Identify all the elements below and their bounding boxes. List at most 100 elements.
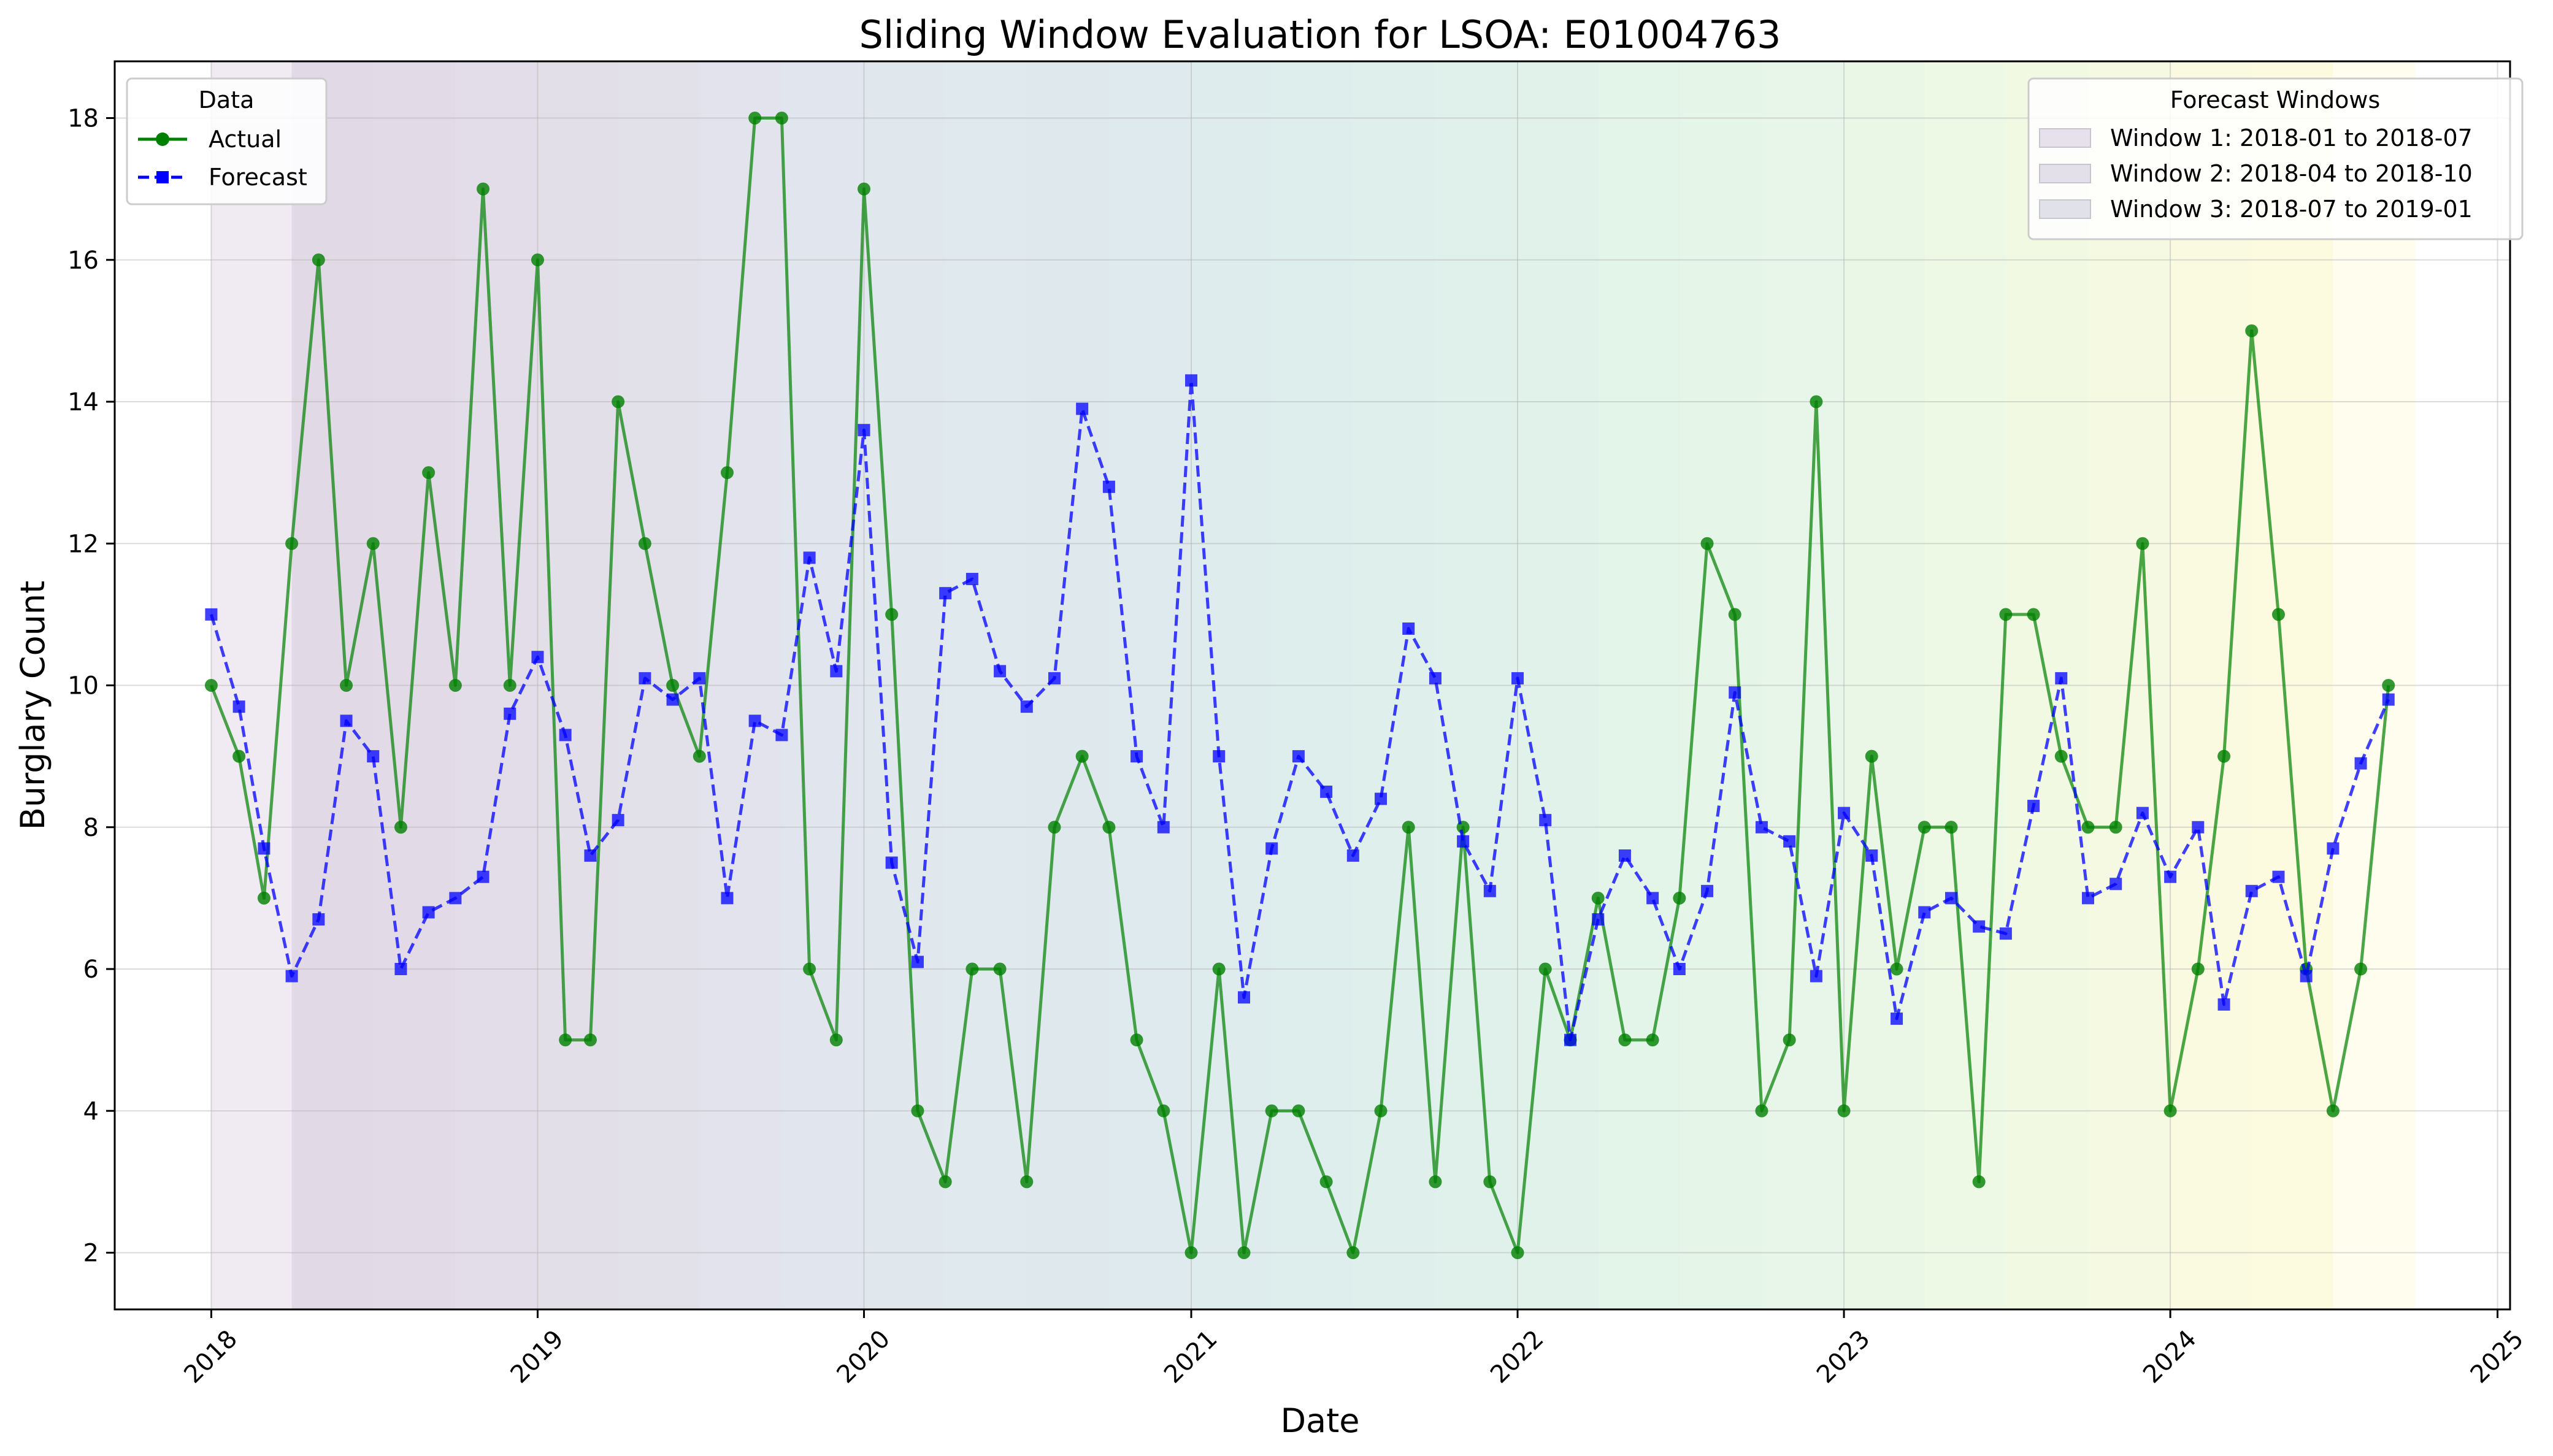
series-layer [204,112,2395,1259]
actual-point [1618,1033,1632,1047]
actual-point [693,749,706,763]
actual-point [2326,1104,2340,1117]
actual-point [285,537,299,550]
forecast-point [939,587,952,600]
forecast-point [1402,623,1415,635]
actual-point [1075,749,1089,763]
actual-point [2136,537,2149,550]
legend-window-3: Window 3: 2018-07 to 2019-01 [2039,196,2473,223]
forecast-point [639,672,651,684]
legend-actual-label: Actual [209,126,282,153]
forecast-window-band [2170,61,2333,1309]
actual-point [2027,608,2040,621]
forecast-point [1048,672,1061,684]
forecast-point [1891,1012,1903,1025]
actual-point [2217,749,2231,763]
forecast-point [693,672,706,684]
legend-forecast-windows: Forecast Windows Window 1: 2018-01 to 20… [2027,77,2524,240]
forecast-point [477,870,489,883]
actual-point [477,182,490,196]
forecast-point [721,892,734,905]
actual-point [531,253,544,267]
legend-window-1-label: Window 1: 2018-01 to 2018-07 [2110,125,2473,151]
forecast-point [1320,785,1333,798]
actual-point [2382,679,2395,692]
actual-point [583,1033,597,1047]
forecast-point [2081,892,2094,905]
forecast-point [1673,963,1686,975]
legend-windows-title: Forecast Windows [2170,86,2381,113]
forecast-point [1564,1033,1577,1046]
actual-point [720,466,734,480]
forecast-window-band [945,61,1109,1309]
forecast-point [858,424,870,437]
forecast-point [1020,700,1033,713]
actual-point [1783,1033,1796,1047]
forecast-point [1755,821,1768,833]
actual-point [559,1033,572,1047]
actual-point [448,679,462,692]
legend-window-2-label: Window 2: 2018-04 to 2018-10 [2110,160,2473,187]
y-tick-label: 10 [67,672,99,700]
legend-entry-forecast: Forecast [138,164,307,191]
forecast-window-band [1598,61,1762,1309]
forecast-point [312,913,325,926]
forecast-point [1838,807,1851,819]
forecast-point [1592,913,1605,926]
actual-point [1999,608,2013,621]
y-tick-label: 14 [67,388,99,416]
actual-point [1728,608,1741,621]
forecast-point [1539,814,1552,827]
forecast-point [2382,693,2395,706]
forecast-window-band [2005,61,2171,1309]
forecast-point [2164,870,2177,883]
forecast-point [422,906,435,919]
actual-point [1292,1104,1305,1117]
forecast-point [1265,842,1278,855]
forecast-point [205,608,218,621]
actual-point [803,962,816,976]
forecast-point [1375,792,1388,805]
forecast-point [2300,970,2313,983]
actual-point [1265,1104,1278,1117]
forecast-point [504,707,516,720]
actual-point [1865,749,1878,763]
actual-point [2354,962,2368,976]
forecast-point [1237,991,1250,1004]
forecast-point [1918,906,1931,919]
actual-point [1157,1104,1170,1117]
forecast-point [1618,849,1631,862]
forecast-point [612,814,624,827]
forecast-point [885,856,898,869]
legend-window-1: Window 1: 2018-01 to 2018-07 [2039,125,2473,151]
forecast-point [666,693,679,706]
actual-point [1212,962,1226,976]
actual-point [1837,1104,1851,1117]
y-tick-label: 12 [67,530,99,558]
actual-point [366,537,380,550]
forecast-point [1131,750,1143,763]
forecast-point [285,970,298,983]
legend-window-3-label: Window 3: 2018-07 to 2019-01 [2110,196,2473,223]
forecast-point [340,715,353,727]
actual-point [775,112,788,125]
actual-point [1945,821,1958,834]
forecast-point [449,892,462,905]
actual-point [829,1033,843,1047]
forecast-window-band [1191,61,1353,1309]
actual-point [503,679,516,692]
actual-point [1890,962,1903,976]
y-tick-label: 2 [83,1240,99,1268]
legend-entry-actual: Actual [138,126,282,153]
actual-point [612,395,625,408]
forecast-point [1346,849,1359,862]
forecast-window-band [1844,61,2006,1309]
actual-point [1538,962,1552,976]
forecast-point [258,842,271,855]
actual-point [1483,1175,1497,1189]
actual-point [1130,1033,1143,1047]
actual-point [312,253,325,267]
y-axis-label: Burglary Count [13,581,52,830]
forecast-point [2192,821,2205,833]
forecast-point [1102,480,1115,493]
